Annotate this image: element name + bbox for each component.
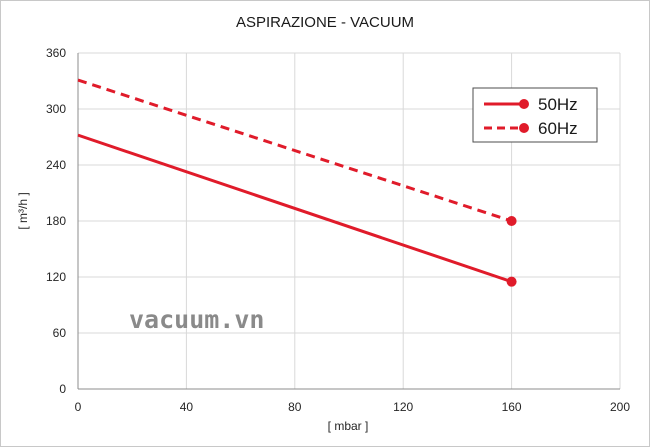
legend-label-60Hz: 60Hz xyxy=(538,119,578,138)
y-tick-label-120: 120 xyxy=(46,270,66,284)
series-point-60Hz xyxy=(506,216,517,226)
legend-marker-60Hz xyxy=(519,123,529,133)
x-tick-label-0: 0 xyxy=(75,400,82,414)
x-tick-label-200: 200 xyxy=(610,400,630,414)
watermark: vacuum.vn xyxy=(129,305,264,334)
y-tick-label-300: 300 xyxy=(46,102,66,116)
chart-title: ASPIRAZIONE - VACUUM xyxy=(236,14,414,31)
x-tick-label-80: 80 xyxy=(288,400,302,414)
y-tick-label-180: 180 xyxy=(46,214,66,228)
legend: 50Hz 60Hz xyxy=(472,87,598,143)
y-tick-label-360: 360 xyxy=(46,46,66,60)
axes: 0 60 120 180 240 300 360 0 40 80 120 160 200 xyxy=(46,46,630,414)
legend-marker-50Hz xyxy=(519,99,529,109)
y-tick-label-240: 240 xyxy=(46,158,66,172)
x-tick-label-160: 160 xyxy=(502,400,522,414)
x-axis-label: [ mbar ] xyxy=(328,419,369,433)
series-layer xyxy=(77,78,517,287)
legend-box xyxy=(472,87,598,143)
legend-label-50Hz: 50Hz xyxy=(538,95,578,114)
x-tick-label-120: 120 xyxy=(393,400,413,414)
y-tick-label-60: 60 xyxy=(53,326,67,340)
y-tick-label-0: 0 xyxy=(59,382,66,396)
series-point-50Hz xyxy=(506,276,517,287)
x-tick-label-40: 40 xyxy=(180,400,194,414)
series-line-50Hz xyxy=(77,133,513,284)
series-line-60Hz xyxy=(77,78,513,223)
y-axis-label: [ m³/h ] xyxy=(16,192,30,229)
